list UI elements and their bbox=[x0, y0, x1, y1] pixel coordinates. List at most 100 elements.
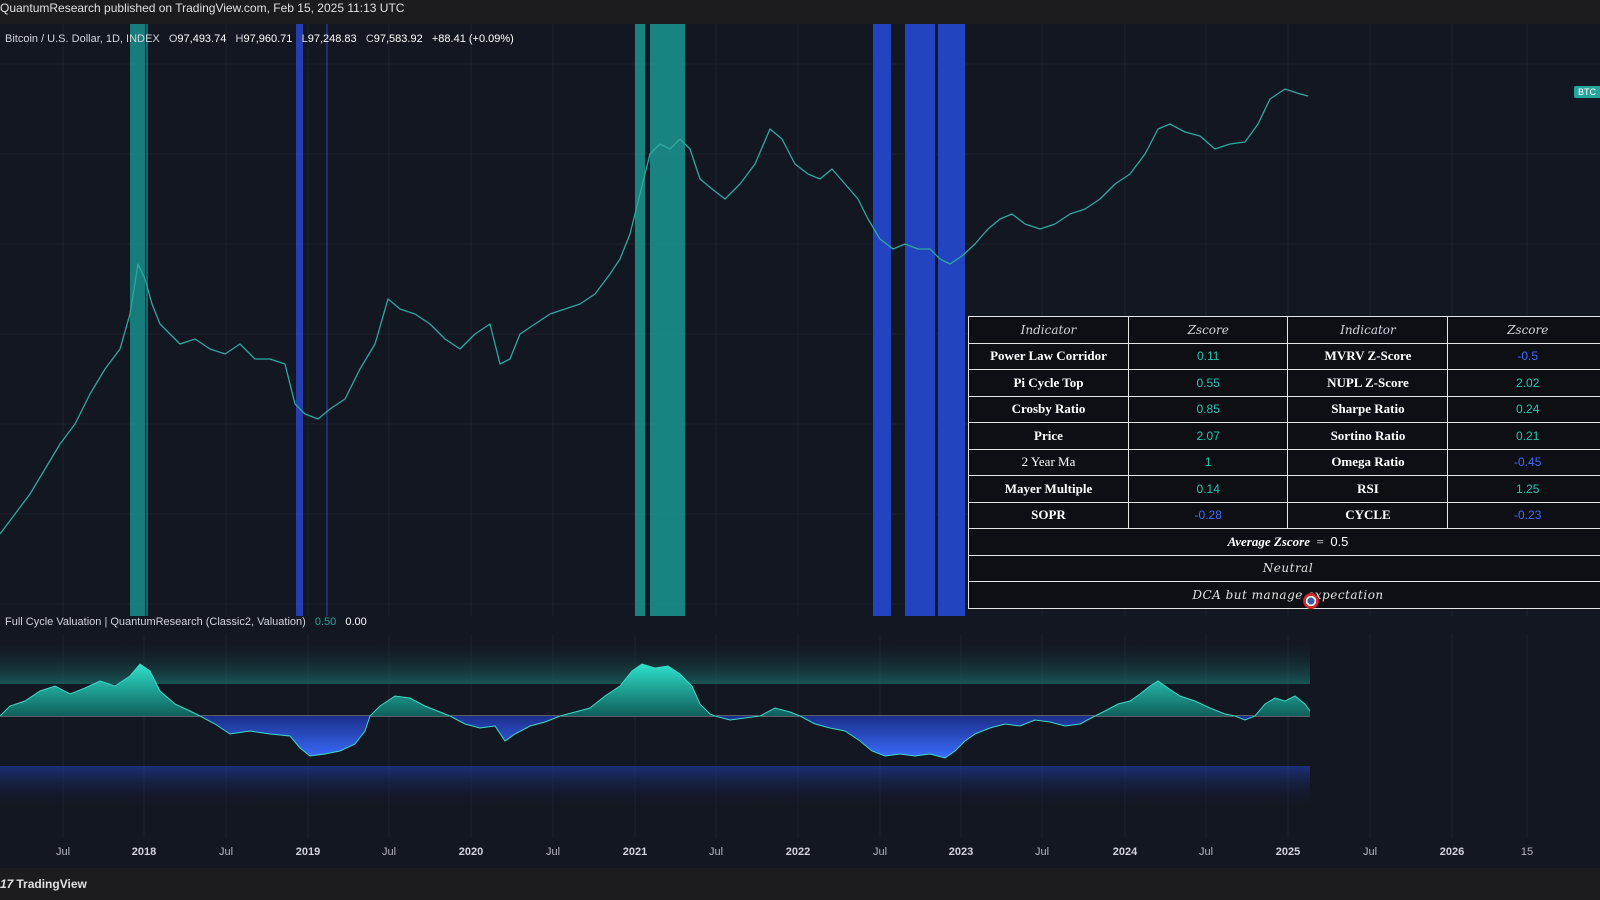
tradingview-logo[interactable]: 17 TradingView bbox=[0, 877, 87, 891]
indicator-name: Price bbox=[968, 422, 1129, 450]
zscore-table: Indicator Zscore Indicator Zscore Power … bbox=[968, 316, 1600, 609]
table-row: 2 Year Ma 1 Omega Ratio -0.45 bbox=[968, 448, 1600, 476]
axis-label: Jul bbox=[218, 846, 234, 858]
indicator-name: RSI bbox=[1287, 475, 1449, 503]
tradingview-brand: TradingView bbox=[16, 877, 87, 891]
valuation-bands bbox=[130, 24, 965, 616]
zscore-value: 0.55 bbox=[1127, 369, 1289, 397]
indicator-name: Crosby Ratio bbox=[968, 395, 1129, 423]
table-header-row: Indicator Zscore Indicator Zscore bbox=[968, 316, 1600, 344]
axis-label: Jul bbox=[708, 846, 724, 858]
zscore-value: -0.28 bbox=[1127, 501, 1289, 529]
table-row: SOPR -0.28 CYCLE -0.23 bbox=[968, 501, 1600, 529]
indicator-legend[interactable]: Full Cycle Valuation | QuantumResearch (… bbox=[5, 616, 367, 628]
axis-label: 2024 bbox=[1112, 846, 1138, 858]
axis-label: 2020 bbox=[458, 846, 484, 858]
publisher-text: QuantumResearch published on TradingView… bbox=[0, 1, 405, 15]
close-key: C bbox=[365, 33, 374, 45]
publisher-bar: QuantumResearch published on TradingView… bbox=[0, 0, 1600, 24]
high-key: H bbox=[235, 33, 244, 45]
open-value: 97,493.74 bbox=[177, 33, 227, 45]
indicator-name: 2 Year Ma bbox=[968, 448, 1129, 476]
header-zscore-1: Zscore bbox=[1127, 316, 1289, 344]
close-value: 97,583.92 bbox=[373, 33, 423, 45]
us-flag-icon[interactable] bbox=[1303, 593, 1319, 609]
low-value: 97,248.83 bbox=[307, 33, 357, 45]
open-key: O bbox=[168, 33, 178, 45]
indicator-name: Mayer Multiple bbox=[968, 475, 1129, 503]
axis-label: 2025 bbox=[1275, 846, 1301, 858]
time-axis[interactable]: Jul 2018 Jul 2019 Jul 2020 Jul 2021 Jul … bbox=[0, 838, 1600, 868]
footer-bar: 17 TradingView bbox=[0, 868, 1600, 900]
header-indicator-2: Indicator bbox=[1287, 316, 1449, 344]
zscore-value: -0.23 bbox=[1447, 501, 1600, 529]
header-zscore-2: Zscore bbox=[1447, 316, 1600, 344]
indicator-name: SOPR bbox=[968, 501, 1129, 529]
axis-label: Jul bbox=[381, 846, 397, 858]
zscore-value: -0.5 bbox=[1447, 342, 1600, 370]
zscore-value: 2.02 bbox=[1447, 369, 1600, 397]
axis-label: 2021 bbox=[622, 846, 648, 858]
average-zscore-cell: Average Zscore = 0.5 bbox=[968, 528, 1600, 556]
average-zscore-label: Average Zscore bbox=[1227, 533, 1310, 549]
zscore-value: 1 bbox=[1127, 448, 1289, 476]
axis-label: 2019 bbox=[295, 846, 321, 858]
indicator-name: Pi Cycle Top bbox=[968, 369, 1129, 397]
table-row: Pi Cycle Top 0.55 NUPL Z-Score 2.02 bbox=[968, 369, 1600, 397]
average-zscore-eq: = bbox=[1316, 533, 1324, 549]
zscore-value: 0.14 bbox=[1127, 475, 1289, 503]
positive-area bbox=[0, 664, 1310, 716]
zscore-value: 0.21 bbox=[1447, 422, 1600, 450]
zscore-value: 0.11 bbox=[1127, 342, 1289, 370]
zscore-value: 1.25 bbox=[1447, 475, 1600, 503]
axis-label: 2023 bbox=[948, 846, 974, 858]
indicator-svg bbox=[0, 634, 1528, 838]
low-key: L bbox=[301, 33, 308, 45]
undervalued-band bbox=[0, 766, 1310, 808]
indicator-name: Omega Ratio bbox=[1287, 448, 1449, 476]
indicator-name: MVRV Z-Score bbox=[1287, 342, 1449, 370]
tradingview-logo-icon: 17 bbox=[0, 877, 14, 891]
axis-label: Jul bbox=[1034, 846, 1050, 858]
axis-label: 2018 bbox=[131, 846, 157, 858]
negative-area bbox=[200, 716, 1255, 758]
indicator-name: Sharpe Ratio bbox=[1287, 395, 1449, 423]
indicator-value-2: 0.00 bbox=[345, 616, 367, 628]
price-label-tag[interactable]: BTC bbox=[1574, 86, 1600, 98]
table-row: Price 2.07 Sortino Ratio 0.21 bbox=[968, 422, 1600, 450]
advice-row: DCA but manage expectation bbox=[968, 581, 1600, 609]
axis-label: 15 bbox=[1520, 846, 1534, 858]
zscore-value: -0.45 bbox=[1447, 448, 1600, 476]
axis-label: Jul bbox=[1198, 846, 1214, 858]
axis-label: Jul bbox=[1362, 846, 1378, 858]
symbol-name[interactable]: Bitcoin / U.S. Dollar, 1D, INDEX bbox=[5, 33, 160, 45]
average-zscore-value: 0.5 bbox=[1330, 533, 1349, 549]
table-row: Power Law Corridor 0.11 MVRV Z-Score -0.… bbox=[968, 342, 1600, 370]
valuation-line bbox=[0, 663, 1311, 759]
axis-label: 2026 bbox=[1439, 846, 1465, 858]
axis-label: 2022 bbox=[785, 846, 811, 858]
valuation-advice: DCA but manage expectation bbox=[968, 581, 1600, 609]
symbol-legend: Bitcoin / U.S. Dollar, 1D, INDEX O97,493… bbox=[5, 33, 514, 45]
zscore-value: 0.24 bbox=[1447, 395, 1600, 423]
indicator-title: Full Cycle Valuation | QuantumResearch (… bbox=[5, 616, 306, 628]
change-value: +88.41 (+0.09%) bbox=[431, 33, 514, 45]
zscore-value: 2.07 bbox=[1127, 422, 1289, 450]
axis-label: Jul bbox=[545, 846, 561, 858]
price-chart-svg[interactable] bbox=[0, 24, 1600, 616]
header-indicator-1: Indicator bbox=[968, 316, 1129, 344]
indicator-name: Power Law Corridor bbox=[968, 342, 1129, 370]
indicator-value-1: 0.50 bbox=[314, 616, 337, 628]
valuation-state: Neutral bbox=[968, 554, 1600, 582]
axis-label: Jul bbox=[55, 846, 71, 858]
indicator-name: NUPL Z-Score bbox=[1287, 369, 1449, 397]
zscore-value: 0.85 bbox=[1127, 395, 1289, 423]
axis-label: Jul bbox=[872, 846, 888, 858]
indicator-pane[interactable]: Full Cycle Valuation | QuantumResearch (… bbox=[0, 616, 1600, 838]
indicator-name: CYCLE bbox=[1287, 501, 1449, 529]
table-row: Crosby Ratio 0.85 Sharpe Ratio 0.24 bbox=[968, 395, 1600, 423]
price-line bbox=[0, 88, 1309, 535]
average-row: Average Zscore = 0.5 bbox=[968, 528, 1600, 556]
table-row: Mayer Multiple 0.14 RSI 1.25 bbox=[968, 475, 1600, 503]
high-value: 97,960.71 bbox=[243, 33, 293, 45]
